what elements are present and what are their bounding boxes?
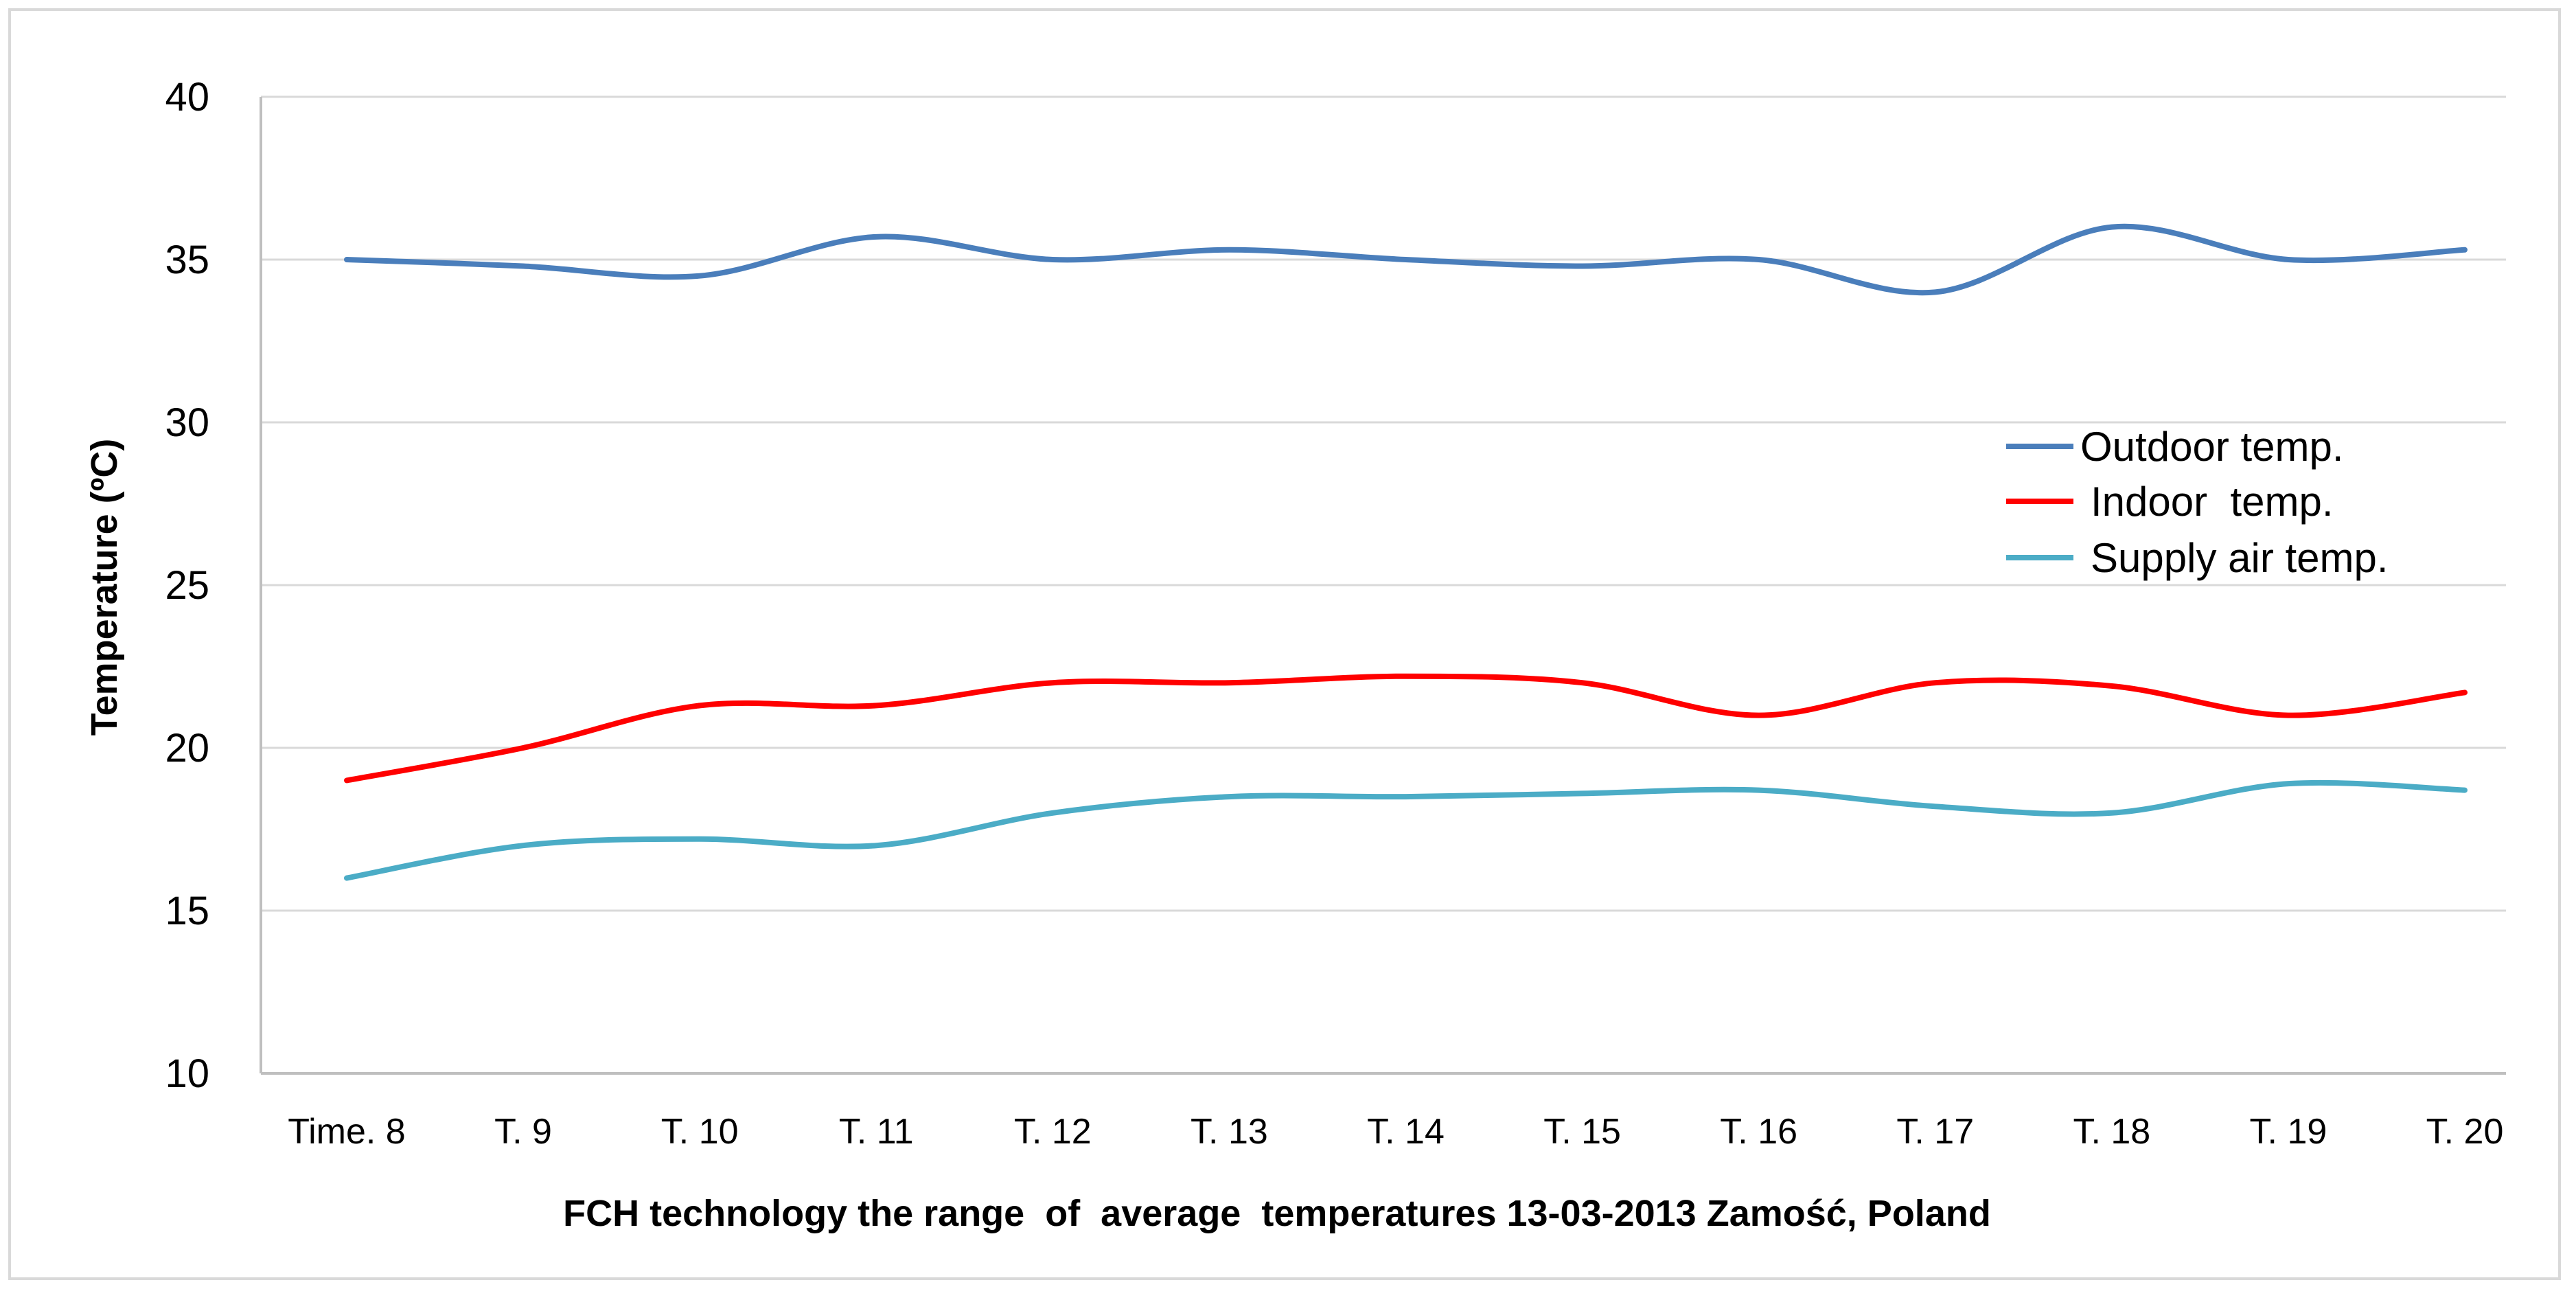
series-supply-air-temp (344, 779, 2468, 881)
series-line (344, 223, 2468, 296)
x-tick-label: T. 20 (2426, 1112, 2504, 1152)
y-axis-title: Temperature (ºC) (84, 439, 125, 736)
chart-frame (8, 8, 2561, 1280)
x-tick-label: T. 15 (1543, 1112, 1621, 1152)
legend-item: Outdoor temp. (2006, 424, 2344, 470)
x-tick-label: T. 10 (661, 1112, 739, 1152)
series-outdoor-temp (344, 223, 2468, 296)
y-tick-label: 35 (165, 238, 209, 282)
legend: Outdoor temp. Indoor temp. Supply air temp… (2006, 424, 2389, 581)
y-tick-label: 20 (165, 726, 209, 771)
series-line (344, 673, 2468, 784)
y-tick-label: 10 (165, 1051, 209, 1096)
x-tick-label: T. 16 (1720, 1112, 1797, 1152)
x-tick-label: T. 19 (2250, 1112, 2327, 1152)
legend-label: Supply air temp. (2091, 535, 2389, 581)
x-tick-label: Time. 8 (288, 1112, 405, 1152)
y-tick-label: 40 (165, 75, 209, 119)
x-tick-labels: Time. 8 T. 9 T. 10 T. 11 T. 12 T. 13 T. 14 T. 1… (288, 1112, 2503, 1152)
series-indoor-temp (344, 673, 2468, 784)
x-axis-title: FCH technology the range of average temp… (563, 1193, 1991, 1234)
y-tick-label: 30 (165, 400, 209, 445)
y-tick-labels: 10 15 20 25 30 35 40 (165, 75, 209, 1096)
x-tick-label: T. 13 (1191, 1112, 1268, 1152)
x-tick-label: T. 11 (839, 1112, 914, 1152)
x-tick-label: T. 12 (1014, 1112, 1092, 1152)
series-line (344, 779, 2468, 881)
legend-label: Outdoor temp. (2080, 424, 2344, 470)
x-tick-label: T. 14 (1367, 1112, 1445, 1152)
legend-item: Supply air temp. (2006, 535, 2389, 581)
legend-label: Indoor temp. (2091, 479, 2334, 525)
x-tick-label: T. 9 (494, 1112, 552, 1152)
gridlines (261, 95, 2506, 1075)
legend-item: Indoor temp. (2006, 479, 2334, 525)
y-tick-label: 25 (165, 563, 209, 608)
x-tick-label: T. 17 (1896, 1112, 1974, 1152)
x-tick-label: T. 18 (2073, 1112, 2150, 1152)
series-lines (344, 223, 2468, 881)
y-tick-label: 15 (165, 889, 209, 933)
